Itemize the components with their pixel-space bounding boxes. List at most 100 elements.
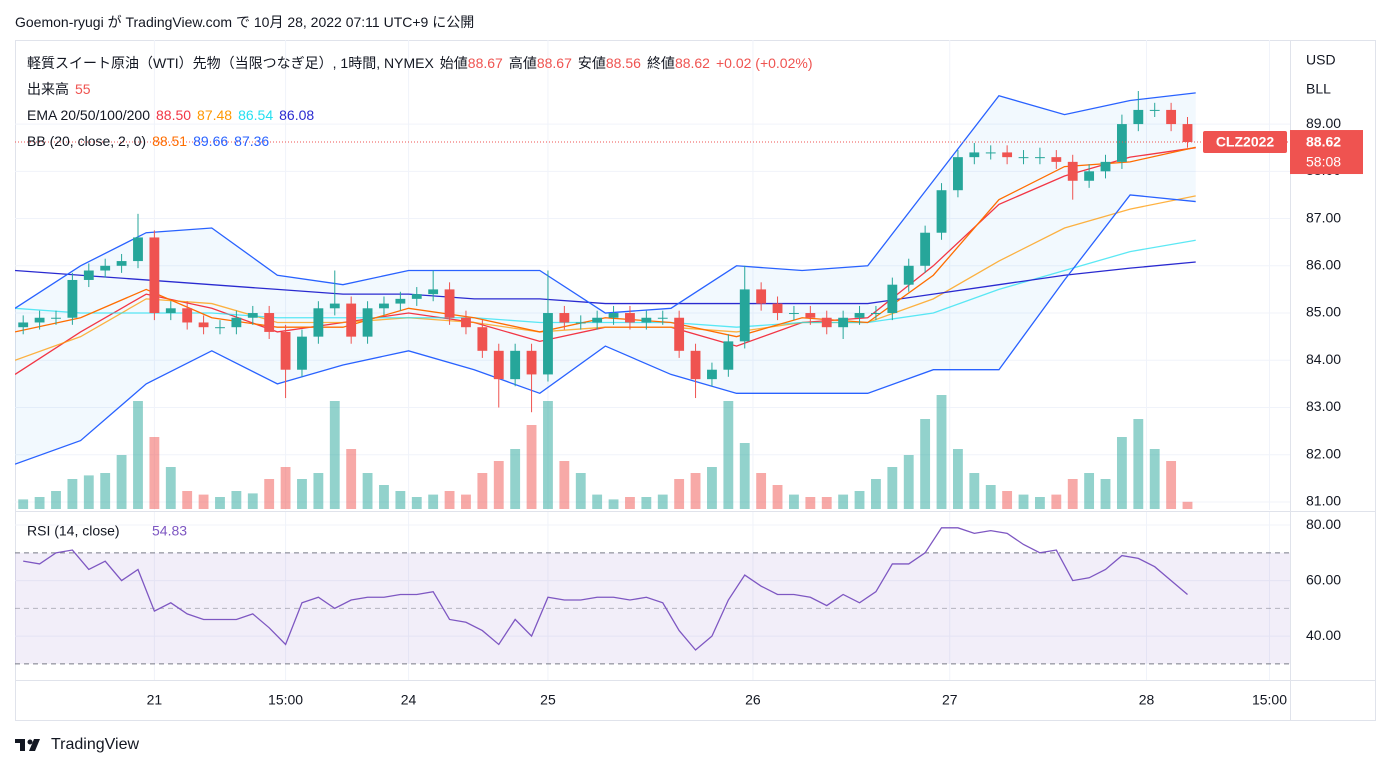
volume-bar [1116, 437, 1127, 509]
legend-row: 軽質スイート原油（WTI）先物（当限つなぎ足）, 1時間, NYMEX 始値88.… [27, 50, 819, 76]
volume-bar [67, 479, 78, 509]
legend-title: 軽質スイート原油（WTI）先物（当限つなぎ足）, 1時間, NYMEX [27, 55, 434, 71]
volume-bar [641, 497, 652, 509]
candle-body [838, 317, 849, 328]
volume-bar [674, 479, 685, 509]
bb-fill [15, 92, 1196, 465]
volume-bar [362, 473, 373, 509]
volume-bar [936, 395, 947, 509]
volume-bar [247, 493, 258, 509]
rsi-line [23, 527, 1188, 651]
candle-body [280, 331, 291, 370]
volume-bar [707, 467, 717, 509]
volume-bar [920, 419, 931, 509]
candle-body [707, 369, 717, 380]
y-tick-label: 89.00 [1306, 115, 1341, 131]
price-pane [15, 40, 1290, 510]
candle-body [1084, 171, 1095, 181]
x-tick-label: 15:00 [1252, 692, 1287, 708]
volume-bar [379, 485, 389, 509]
volume-bar [657, 494, 668, 509]
candle-body [1067, 161, 1078, 181]
ohlc-value: 88.67 [536, 55, 572, 71]
candle-body [854, 313, 865, 318]
indicator-line [15, 146, 1196, 338]
indicator-line [15, 261, 1196, 305]
volume-bar [789, 494, 799, 509]
ema-value: 86.54 [238, 107, 274, 123]
candle-body [264, 313, 275, 332]
volume-bar [1133, 419, 1144, 509]
last-price: 88.62 [1306, 134, 1341, 150]
volume-bar [887, 467, 898, 509]
volume-bar [116, 455, 127, 509]
brand: TradingView [51, 736, 140, 753]
candle-body [543, 313, 553, 375]
candle-body [575, 322, 586, 324]
header: Goemon-ryugi が TradingView.com で 10月 28,… [15, 14, 475, 30]
volume-bar [264, 479, 275, 509]
candle-body [329, 303, 340, 309]
volume-bar [231, 491, 242, 509]
volume-bar [953, 449, 963, 509]
volume-bar [51, 491, 61, 509]
volume-bar [83, 475, 94, 509]
candle-body [198, 322, 209, 328]
candle-body [149, 237, 160, 314]
candle-body [657, 317, 668, 319]
indicator-line [15, 194, 1196, 465]
bb-value: 87.36 [234, 133, 270, 149]
volume-bar [723, 401, 734, 509]
volume-bar [1035, 497, 1045, 509]
candle-body [772, 303, 783, 314]
volume-bar [149, 437, 160, 509]
y-tick-label: 80.00 [1306, 516, 1341, 532]
volume-bar [1018, 494, 1029, 509]
candle-body [903, 265, 914, 285]
candle-body [1100, 161, 1111, 172]
candle-body [969, 152, 980, 158]
ohlc-label: 高値 [508, 55, 537, 71]
volume-bar [756, 473, 767, 509]
volume-bar [395, 491, 406, 509]
candle-body [821, 317, 832, 328]
volume-bar [1067, 479, 1078, 509]
volume-bar [1084, 473, 1095, 509]
candle-body [953, 157, 963, 191]
volume-bar [297, 479, 307, 509]
volume-bar [18, 499, 29, 509]
ema-value: 86.08 [279, 107, 315, 123]
change: +0.02 (+0.02%) [715, 55, 813, 71]
candle-body [1051, 157, 1062, 162]
x-tick-label: 21 [147, 692, 163, 708]
candle-body [165, 308, 176, 314]
volume-bar [592, 494, 603, 509]
volume-bar [133, 401, 143, 509]
candle-body [67, 279, 78, 318]
candle-body [493, 350, 504, 380]
symbol-tag [1203, 131, 1287, 154]
candle-body [936, 190, 947, 233]
volume-bar [543, 401, 553, 509]
frame [15, 40, 1376, 721]
indicator-line [15, 195, 1196, 361]
legend: 軽質スイート原油（WTI）先物（当限つなぎ足）, 1時間, NYMEX 始値88.… [27, 50, 819, 154]
candle-body [985, 152, 996, 154]
volume-bar [165, 467, 176, 509]
candle-body [1002, 152, 1013, 158]
volume-bar [329, 401, 340, 509]
candle-body [182, 308, 193, 323]
candle-body [739, 289, 750, 342]
bb-value: 89.66 [193, 133, 229, 149]
volume-bar [854, 491, 865, 509]
ema-label: EMA 20/50/100/200 [27, 107, 150, 123]
volume-bar [985, 485, 996, 509]
candle-body [1149, 109, 1160, 111]
candle-body [411, 294, 422, 299]
volume-bar [198, 494, 209, 509]
volume-bar [805, 497, 816, 509]
volume-bar [739, 443, 750, 509]
y-tick-label: 86.00 [1306, 256, 1341, 272]
